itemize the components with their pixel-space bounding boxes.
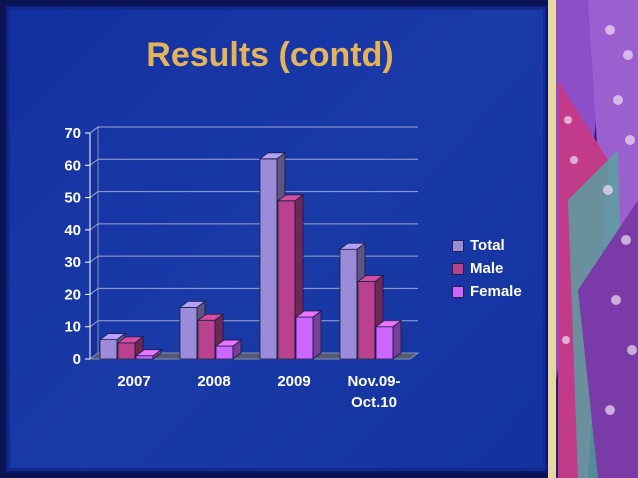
legend-label-male: Male	[470, 260, 504, 277]
y-tick-label: 40	[64, 222, 81, 239]
x-tick-label: 2008	[197, 373, 230, 390]
y-tick-label: 0	[73, 351, 81, 368]
legend-label-total: Total	[470, 237, 505, 254]
bar-male-front	[117, 342, 136, 360]
y-tick-label: 10	[64, 319, 81, 336]
gridline-depth	[89, 320, 99, 328]
legend-item-total: Total	[452, 234, 522, 257]
bar-female-side	[312, 310, 322, 360]
gridline-depth	[89, 126, 99, 134]
x-tick-label: Nov.09-	[347, 373, 400, 390]
bar-female-top	[134, 349, 163, 357]
legend-item-male: Male	[452, 257, 522, 280]
bar-male-top	[196, 313, 225, 321]
bar-male-front	[277, 200, 296, 360]
legend-swatch-male	[452, 262, 464, 275]
bar-male-top	[276, 194, 305, 202]
bar-female-top	[294, 310, 323, 318]
chart-legend: Total Male Female	[452, 234, 522, 303]
bar-female-front	[215, 345, 234, 360]
legend-item-female: Female	[452, 280, 522, 303]
bar-female-front	[295, 316, 314, 360]
bar-male-top	[116, 336, 145, 344]
bar-total-top	[258, 152, 287, 160]
slide-title: Results (contd)	[146, 36, 394, 74]
gridline-depth	[89, 191, 99, 198]
bar-female-top	[214, 339, 243, 347]
bar-female-front	[375, 326, 394, 360]
legend-swatch-total	[452, 239, 464, 252]
legend-swatch-female	[452, 285, 464, 298]
bar-total-top	[98, 333, 127, 341]
y-tick-label: 50	[64, 190, 81, 207]
bar-total-front	[179, 306, 198, 360]
x-tick-label: 2007	[117, 373, 150, 390]
bar-total-front	[259, 158, 278, 360]
bar-female-top	[374, 320, 403, 328]
y-tick-label: 30	[64, 254, 81, 271]
bar-total-top	[338, 242, 367, 250]
gridline-depth	[89, 223, 99, 231]
bar-female-side	[392, 319, 402, 360]
gridline-depth	[89, 158, 99, 166]
legend-label-female: Female	[470, 283, 522, 300]
gridline-depth	[89, 288, 99, 295]
bar-male-top	[356, 275, 385, 282]
bar-total-front	[99, 339, 118, 360]
gridline-depth	[89, 255, 99, 263]
bar-total-top	[178, 300, 207, 308]
y-tick-label: 70	[64, 125, 81, 142]
bar-female-front	[135, 355, 154, 360]
decorative-side-pattern	[548, 0, 638, 478]
y-tick-label: 20	[64, 286, 81, 303]
bar-male-front	[357, 281, 376, 360]
y-tick-label: 60	[64, 157, 81, 174]
x-tick-label: 2009	[277, 373, 310, 390]
bar-male-front	[197, 319, 216, 360]
bar-total-front	[339, 248, 358, 360]
x-tick-label: Oct.10	[351, 394, 397, 411]
